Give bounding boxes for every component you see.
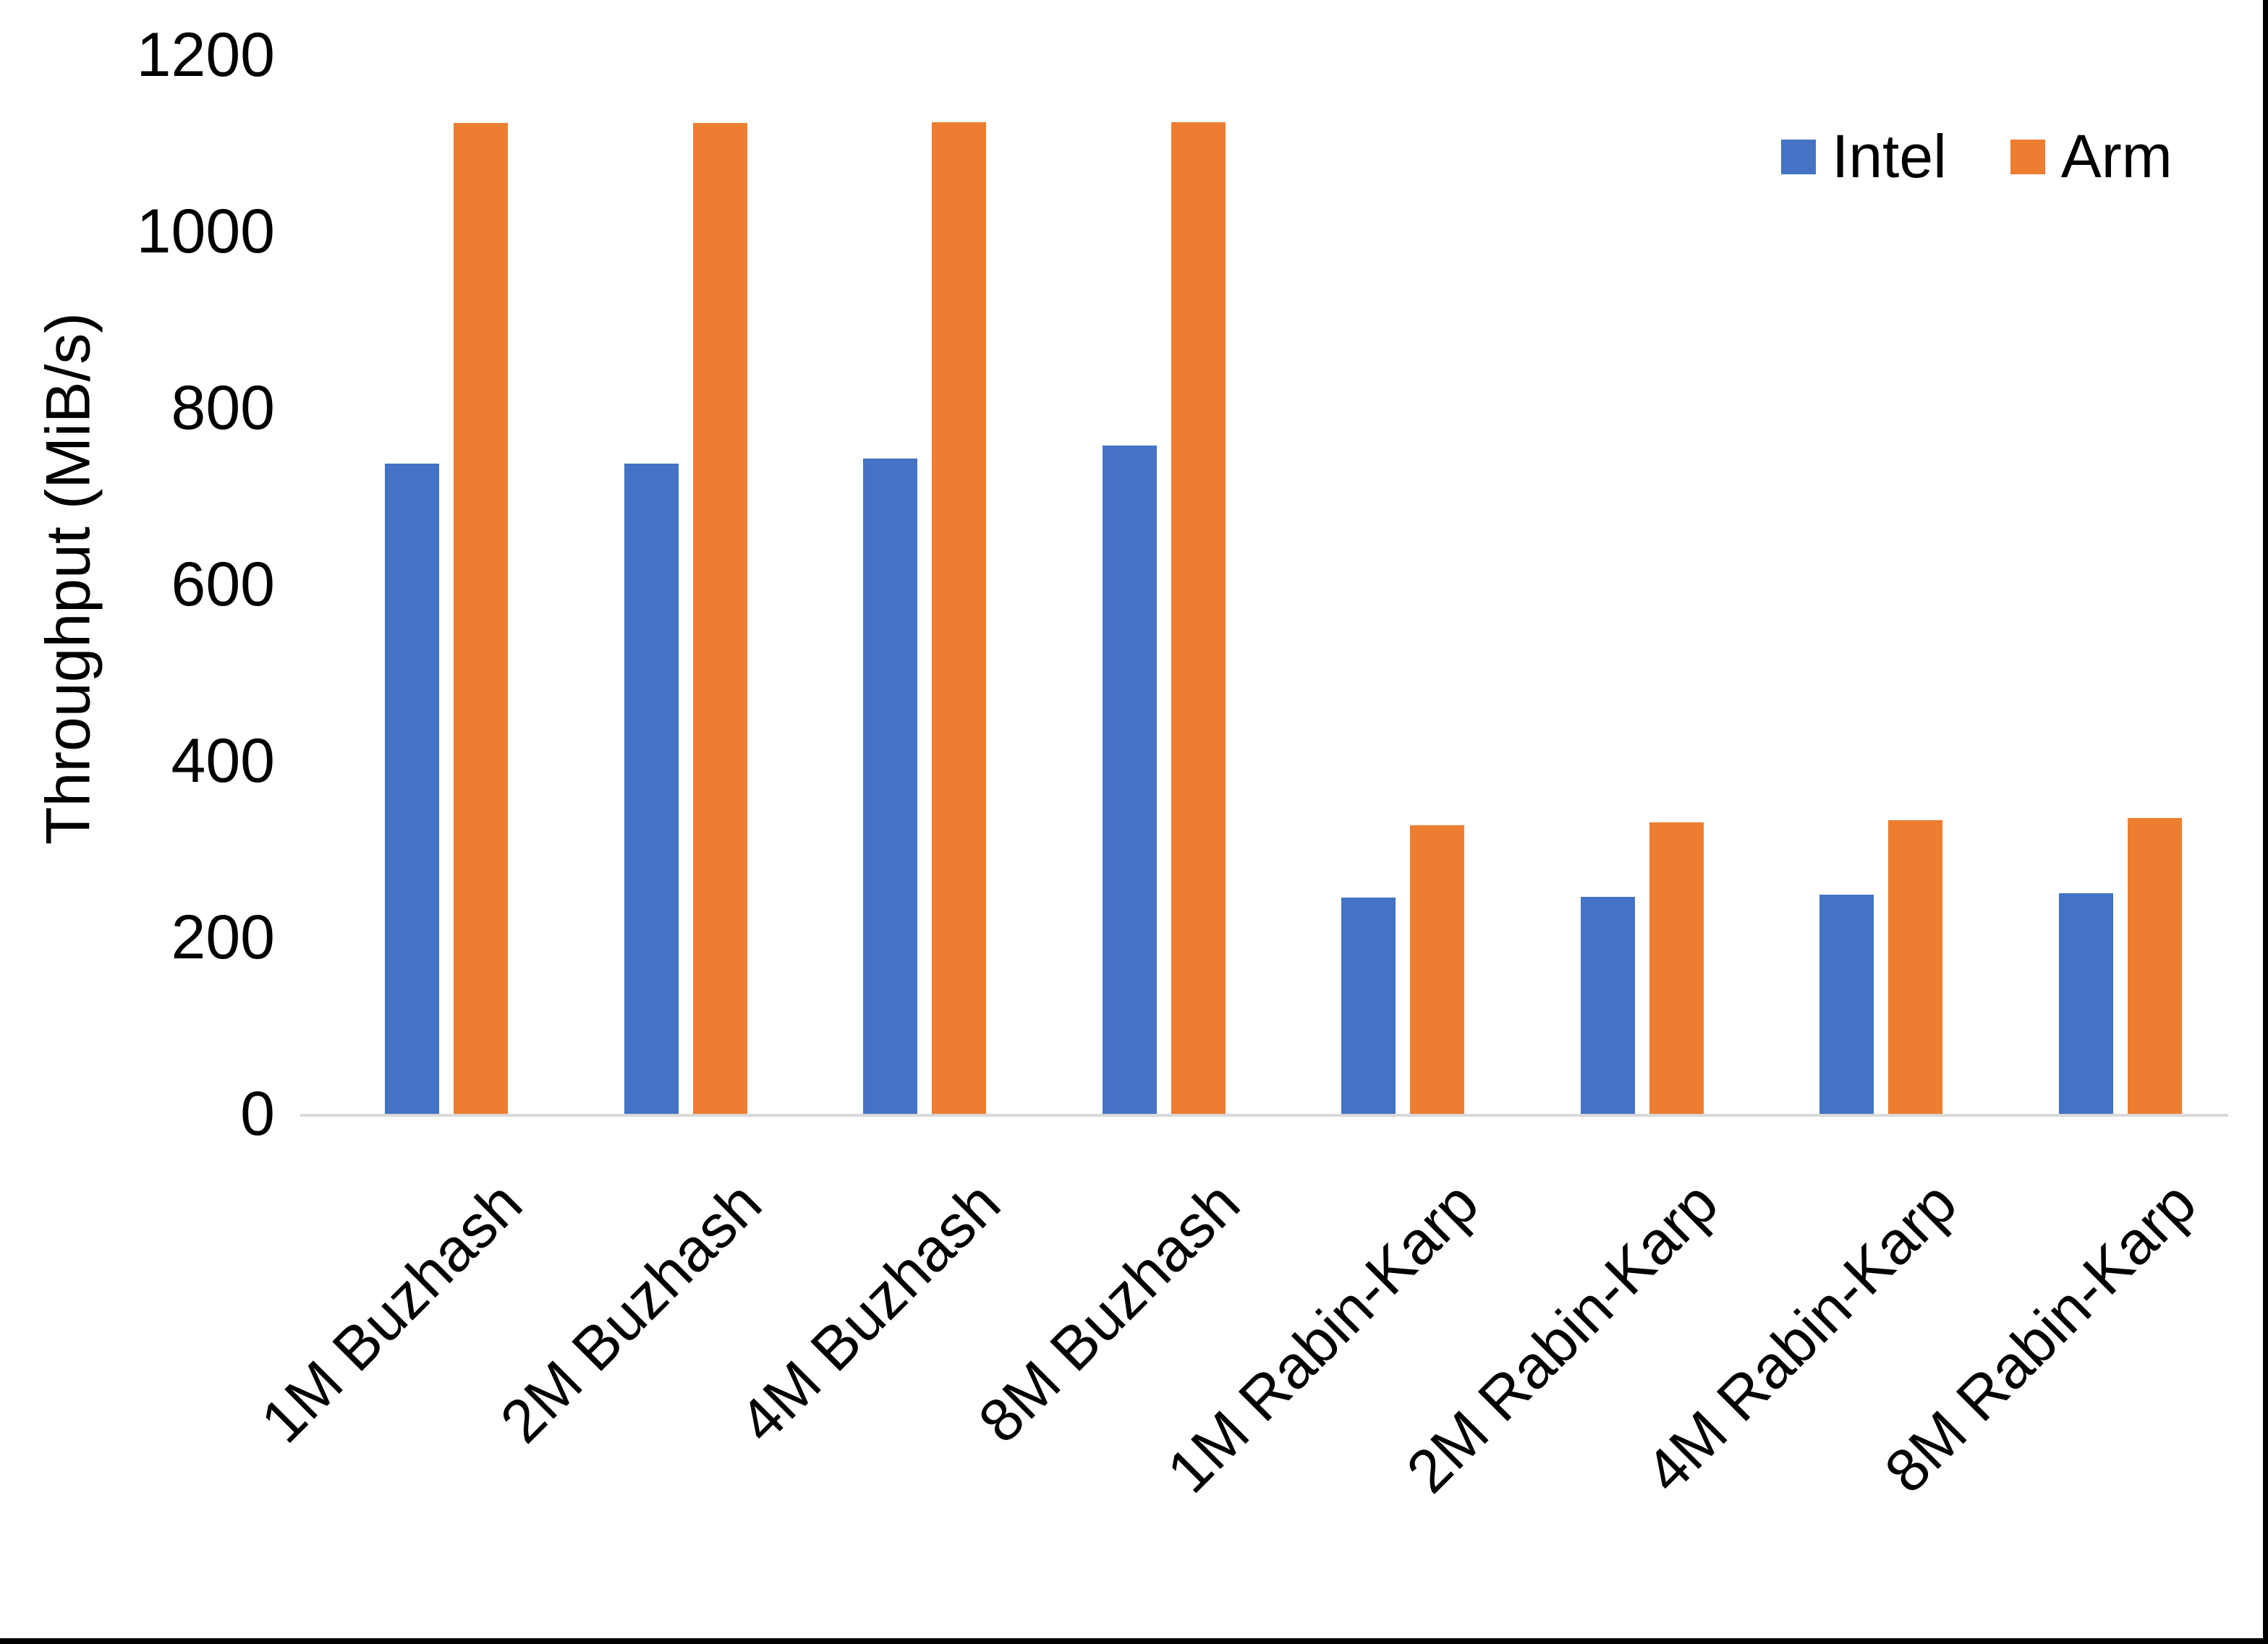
legend-swatch-arm — [2010, 139, 2045, 174]
bar-arm-1m-buzhash — [454, 122, 508, 1114]
y-tick-label-1000: 1000 — [136, 197, 275, 266]
bar-arm-8m-buzhash — [1171, 122, 1226, 1114]
bar-arm-4m-buzhash — [932, 122, 986, 1114]
bar-intel-4m-rabin-karp — [1819, 895, 1874, 1114]
bar-intel-1m-buzhash — [385, 463, 439, 1114]
bar-intel-4m-buzhash — [863, 458, 917, 1114]
y-tick-label-400: 400 — [171, 726, 276, 796]
bar-arm-2m-rabin-karp — [1649, 822, 1704, 1114]
legend-label-intel: Intel — [1832, 122, 1947, 190]
y-tick-label-1200: 1200 — [136, 20, 275, 90]
bar-intel-2m-rabin-karp — [1580, 896, 1635, 1114]
bar-intel-8m-rabin-karp — [2058, 893, 2113, 1114]
legend-label-arm: Arm — [2060, 122, 2173, 190]
bar-arm-8m-rabin-karp — [2127, 818, 2182, 1114]
bar-intel-8m-buzhash — [1102, 446, 1157, 1114]
bar-arm-1m-rabin-karp — [1410, 825, 1464, 1114]
y-axis-title-text: Throughput (MiB/s) — [33, 312, 103, 846]
legend: Intel Arm — [1781, 122, 2173, 192]
bar-intel-2m-buzhash — [624, 463, 679, 1114]
y-tick-label-0: 0 — [240, 1079, 275, 1149]
bar-arm-2m-buzhash — [692, 122, 747, 1114]
y-tick-label-800: 800 — [171, 373, 276, 443]
y-tick-label-200: 200 — [171, 903, 276, 972]
y-tick-label-600: 600 — [171, 550, 276, 619]
screenshot-edge-right — [2263, 0, 2268, 1644]
x-axis-line — [300, 1114, 2228, 1117]
legend-swatch-intel — [1781, 139, 1816, 174]
bar-arm-4m-rabin-karp — [1888, 819, 1942, 1114]
screenshot-edge-bottom — [0, 1638, 2268, 1644]
bar-intel-1m-rabin-karp — [1341, 898, 1396, 1114]
